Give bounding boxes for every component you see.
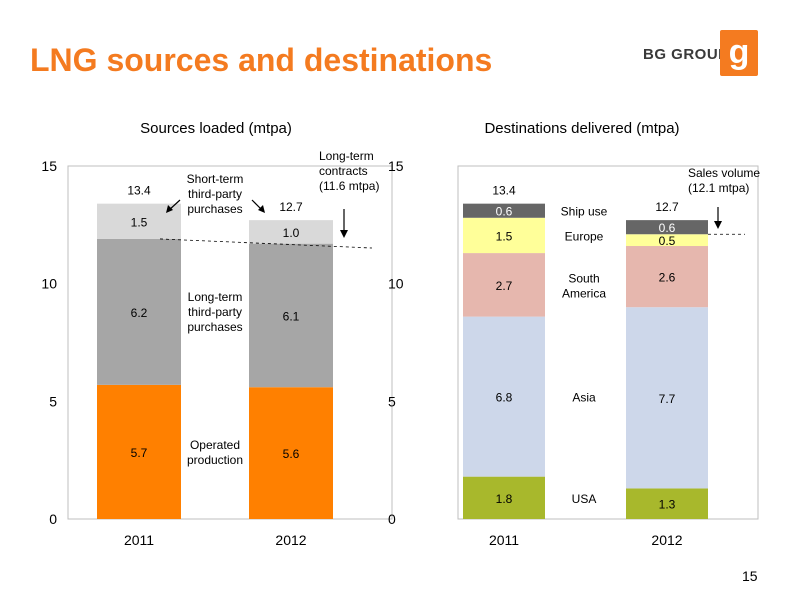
chart2-bar-south-america	[626, 246, 708, 308]
chart2-data-label: 0.5	[659, 234, 676, 248]
chart2-data-label: 0.6	[659, 221, 676, 235]
chart1-annotation-long-term-purchases: third-party	[188, 305, 242, 319]
chart1-total-label: 13.4	[127, 184, 151, 198]
chart2-x-tick-label: 2012	[651, 532, 682, 548]
chart1-annotation-long-term-purchases: Long-term	[188, 290, 243, 304]
chart2-annotation-sales-volume: Sales volume	[688, 166, 760, 180]
chart1-data-label: 6.1	[283, 309, 300, 323]
chart1-annotation-short-term: Short-term	[187, 172, 244, 186]
chart2-series-label: Asia	[572, 391, 596, 405]
chart1-arrowhead-contracts	[340, 230, 348, 238]
chart1-y-tick-label: 15	[41, 158, 57, 174]
chart1-bar-operated-production	[249, 387, 333, 519]
chart2-bar-asia	[626, 307, 708, 489]
chart2-data-label: 0.6	[496, 205, 513, 219]
chart1-annotation-operated-production: production	[187, 453, 243, 467]
chart2-total-label: 13.4	[492, 184, 516, 198]
chart2-data-label: 1.3	[659, 498, 676, 512]
chart1-annotation-contracts: contracts	[319, 164, 368, 178]
company-logo-text: BG GROUP	[643, 46, 729, 63]
chart2-y-tick-label: 10	[388, 276, 404, 292]
chart2-series-label: USA	[572, 492, 597, 506]
chart1-x-tick-label: 2012	[275, 532, 306, 548]
chart2-bar-asia	[463, 316, 545, 477]
chart2-series-label: Ship use	[561, 205, 608, 219]
chart2-data-label: 7.7	[659, 392, 676, 406]
chart1-annotation-contracts: Long-term	[319, 149, 374, 163]
chart1-y-tick-label: 10	[41, 276, 57, 292]
chart2-arrowhead-sales	[714, 221, 722, 229]
chart2-data-label: 6.8	[496, 391, 513, 405]
chart2-annotation-sales-volume: (12.1 mtpa)	[688, 181, 749, 195]
chart1-data-label: 5.7	[131, 446, 148, 460]
page-number: 15	[742, 568, 758, 584]
chart1-total-label: 12.7	[279, 200, 303, 214]
chart1-y-tick-label: 0	[49, 511, 57, 527]
chart1-plot-frame	[67, 165, 393, 520]
chart1-arrowhead-right	[258, 205, 265, 213]
chart2-data-label: 2.7	[496, 279, 513, 293]
chart2-plot-frame	[457, 165, 759, 520]
chart2-y-tick-label: 15	[388, 158, 404, 174]
chart1-bar-long-term-third-party-purchases	[97, 238, 181, 385]
company-logo-icon: g	[720, 30, 758, 76]
chart2-total-label: 12.7	[655, 200, 679, 214]
chart1-data-label: 6.2	[131, 306, 148, 320]
chart2-bar-usa	[463, 476, 545, 519]
chart2-bar-europe	[626, 234, 708, 247]
chart1-annotation-operated-production: Operated	[190, 438, 240, 452]
chart1-annotation-long-term-purchases: purchases	[187, 320, 242, 334]
chart2-bar-ship-use	[463, 203, 545, 218]
chart1-annotation-contracts: (11.6 mtpa)	[319, 179, 379, 193]
chart2-bar-ship-use	[626, 220, 708, 235]
chart2-y-tick-label: 0	[388, 511, 396, 527]
chart1-data-label: 1.0	[283, 226, 300, 240]
page-title: LNG sources and destinations	[30, 42, 493, 78]
chart1-x-tick-label: 2011	[124, 532, 154, 548]
chart1-annotation-short-term: third-party	[188, 187, 242, 201]
chart1-bar-long-term-third-party-purchases	[249, 243, 333, 388]
chart2-data-label: 2.6	[659, 271, 676, 285]
chart2-title: Destinations delivered (mtpa)	[484, 120, 679, 137]
chart2-bar-europe	[463, 217, 545, 254]
chart1-bar-short-term-third-party-purchases	[249, 220, 333, 244]
svg-text:g: g	[729, 33, 750, 71]
chart2-x-tick-label: 2011	[489, 532, 519, 548]
chart1-annotation-short-term: purchases	[187, 202, 242, 216]
chart2-series-label: Europe	[565, 229, 604, 243]
chart1-data-label: 5.6	[283, 447, 300, 461]
chart1-y-tick-label: 5	[49, 393, 57, 409]
chart2-data-label: 1.8	[496, 492, 513, 506]
chart1-data-label: 1.5	[131, 215, 148, 229]
chart1-arrowhead-left	[166, 205, 173, 213]
chart2-y-tick-label: 5	[388, 393, 396, 409]
chart1-bar-operated-production	[97, 384, 181, 519]
chart2-series-label: America	[562, 286, 606, 300]
chart2-series-label: South	[568, 271, 599, 285]
chart2-bar-usa	[626, 488, 708, 519]
chart2-data-label: 1.5	[496, 229, 513, 243]
chart1-title: Sources loaded (mtpa)	[140, 120, 292, 137]
chart2-bar-south-america	[463, 253, 545, 317]
chart1-reference-line	[159, 238, 373, 249]
